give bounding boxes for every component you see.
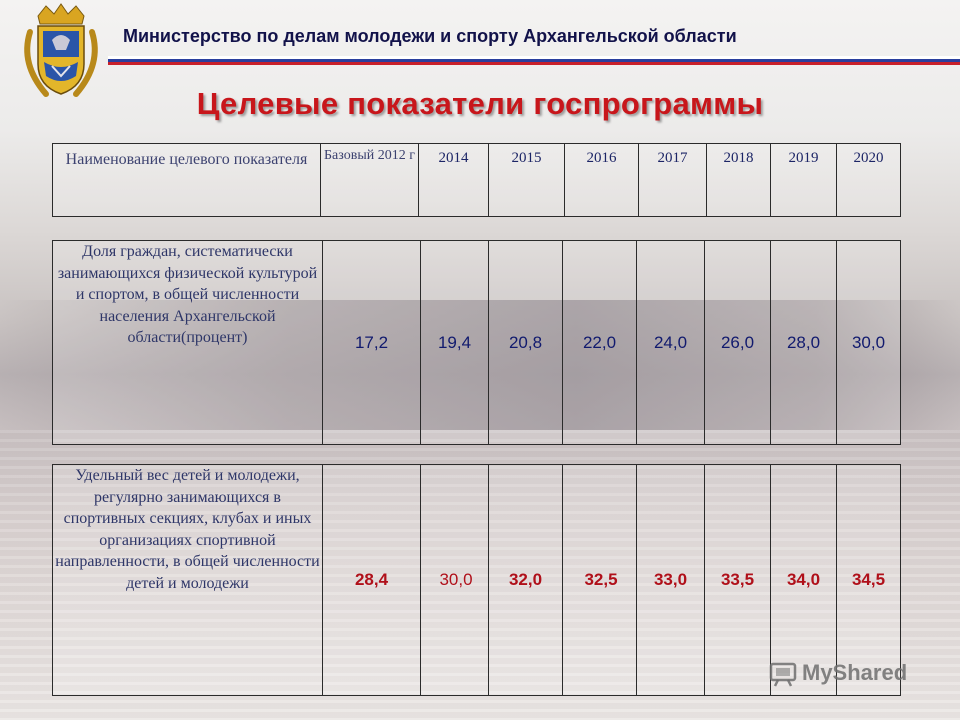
year-value: 22,0 — [562, 240, 637, 445]
slide-title: Целевые показатели госпрограммы — [196, 86, 764, 121]
watermark: MyShared — [768, 658, 907, 688]
year-value: 32,5 — [562, 464, 637, 696]
year-value: 34,5 — [836, 464, 901, 696]
indicator-name: Доля граждан, систематически занимающихс… — [52, 240, 323, 445]
base-value: 17,2 — [322, 240, 421, 445]
column-header-base: Базовый 2012 г — [320, 143, 419, 217]
indicator-name: Удельный вес детей и молодежи, регулярно… — [52, 464, 323, 696]
watermark-text: MyShared — [802, 660, 908, 685]
table-row: Доля граждан, систематически занимающихс… — [52, 240, 901, 445]
year-value: 19,4 — [420, 240, 489, 445]
column-header-year: 2018 — [706, 143, 771, 217]
indicator-row-table: Удельный вес детей и молодежи, регулярно… — [52, 464, 901, 696]
ministry-name: Министерство по делам молодежи и спорту … — [123, 26, 737, 46]
table-row: Удельный вес детей и молодежи, регулярно… — [52, 464, 901, 696]
indicator-row-table: Доля граждан, систематически занимающихс… — [52, 240, 901, 445]
column-header-year: 2015 — [488, 143, 565, 217]
column-header-year: 2014 — [418, 143, 489, 217]
column-header-name: Наименование целевого показателя — [52, 143, 321, 217]
column-header-year: 2020 — [836, 143, 901, 217]
year-value: 33,5 — [704, 464, 771, 696]
year-value: 30,0 — [836, 240, 901, 445]
column-header-year: 2017 — [638, 143, 707, 217]
year-value: 34,0 — [770, 464, 837, 696]
header-flag-stripes — [108, 56, 960, 65]
year-value: 33,0 — [636, 464, 705, 696]
base-value: 28,4 — [322, 464, 421, 696]
year-value: 20,8 — [488, 240, 563, 445]
year-value: 26,0 — [704, 240, 771, 445]
projector-icon — [769, 662, 797, 687]
column-header-year: 2016 — [564, 143, 639, 217]
year-value: 28,0 — [770, 240, 837, 445]
year-value: 30,0 — [420, 464, 489, 696]
year-value: 24,0 — [636, 240, 705, 445]
table-header: Наименование целевого показателя Базовый… — [52, 143, 901, 217]
year-value: 32,0 — [488, 464, 563, 696]
coat-of-arms-icon — [24, 3, 98, 97]
column-header-year: 2019 — [770, 143, 837, 217]
